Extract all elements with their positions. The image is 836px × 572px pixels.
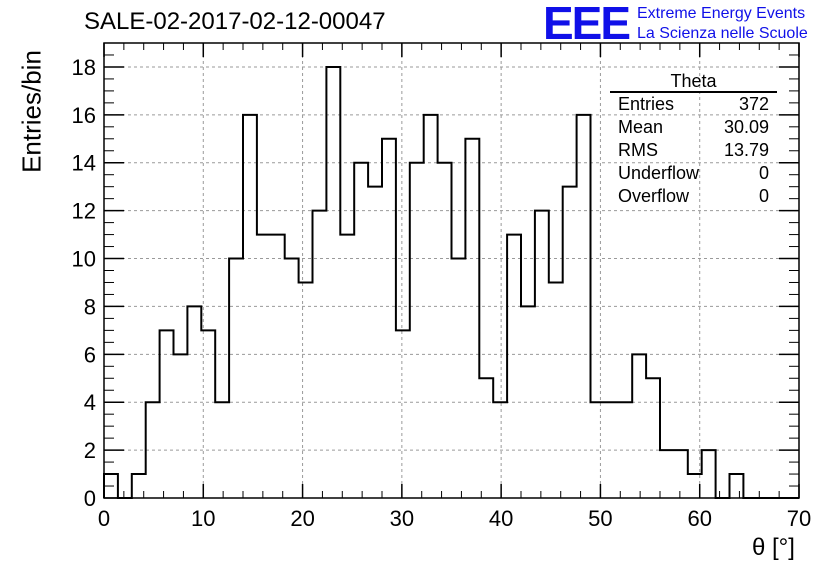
stats-row-mean: Mean 30.09 <box>610 116 777 139</box>
x-tick-label: 10 <box>191 506 215 531</box>
x-tick-label: 40 <box>489 506 513 531</box>
y-tick-label: 18 <box>72 55 96 80</box>
stats-label: Entries <box>618 94 675 114</box>
axis-ticks: 0 10 20 30 40 50 60 70 0 2 4 6 8 10 12 14 16 18 <box>72 43 811 531</box>
logo-caption-line1: Extreme Energy Events <box>637 5 806 22</box>
y-tick-label: 14 <box>72 151 96 176</box>
y-tick-label: 2 <box>84 438 96 463</box>
y-tick-label: 16 <box>72 103 96 128</box>
stats-row-underflow: Underflow 0 <box>610 162 777 185</box>
y-tick-label: 4 <box>84 390 96 415</box>
y-axis-label: Entries/bin <box>16 50 47 173</box>
x-tick-label: 30 <box>390 506 414 531</box>
x-tick-label: 20 <box>290 506 314 531</box>
stats-value: 0 <box>758 163 769 183</box>
stats-box: Theta Entries 372 Mean 30.09 RMS 13.79 U… <box>610 72 777 208</box>
eee-logo: EEE <box>543 0 631 49</box>
stats-label: Underflow <box>618 163 700 183</box>
histogram-step-line <box>103 65 799 499</box>
stats-box-title: Theta <box>610 72 777 93</box>
x-tick-label: 0 <box>98 506 110 531</box>
y-tick-label: 10 <box>72 247 96 272</box>
x-tick-label: 50 <box>588 506 612 531</box>
stats-value: 30.09 <box>723 117 769 137</box>
y-tick-label: 6 <box>84 342 96 367</box>
stats-value: 0 <box>758 186 769 206</box>
stats-row-rms: RMS 13.79 <box>610 139 777 162</box>
x-tick-label: 70 <box>787 506 811 531</box>
chart-title: SALE-02-2017-02-12-00047 <box>84 8 386 35</box>
y-tick-label: 12 <box>72 199 96 224</box>
logo-caption-line2: La Scienza nelle Scuole <box>637 25 808 42</box>
stats-label: Mean <box>618 117 664 137</box>
stats-row-overflow: Overflow 0 <box>610 185 777 208</box>
x-axis-label: θ [°] <box>752 534 795 561</box>
logo-caption: Extreme Energy Events La Scienza nelle S… <box>637 4 808 44</box>
stats-label: RMS <box>618 140 658 160</box>
x-tick-label: 60 <box>687 506 711 531</box>
stats-value: 372 <box>738 94 769 114</box>
stats-row-entries: Entries 372 <box>610 93 777 116</box>
stats-label: Overflow <box>618 186 690 206</box>
stats-value: 13.79 <box>723 140 769 160</box>
y-tick-label: 8 <box>84 294 96 319</box>
y-tick-label: 0 <box>84 486 96 511</box>
